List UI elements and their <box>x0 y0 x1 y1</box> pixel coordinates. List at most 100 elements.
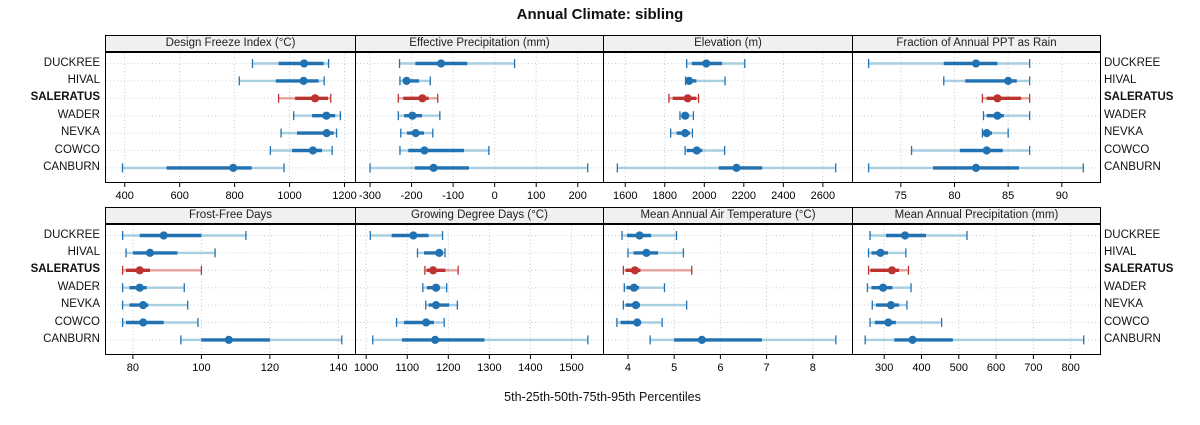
tick-label-fraction-of-annual-ppt-as-rain: 80 <box>948 190 960 202</box>
station-label-right-saleratus: SALERATUS <box>1104 263 1174 276</box>
series-wader-frost-free-days <box>121 283 185 293</box>
series-hival-design-freeze-index-c <box>238 76 325 86</box>
panel-header-elevation-m: Elevation (m) <box>603 35 853 52</box>
series-nevka-frost-free-days <box>121 300 189 310</box>
tick-label-frost-free-days: 120 <box>261 362 279 374</box>
series-nevka-design-freeze-index-c <box>280 128 338 138</box>
tick-label-fraction-of-annual-ppt-as-rain: 90 <box>1056 190 1068 202</box>
station-label-right-hival: HIVAL <box>1104 245 1137 258</box>
series-duckree-design-freeze-index-c <box>251 59 330 68</box>
series-hival-fraction-of-annual-ppt-as-rain <box>943 76 1031 86</box>
tick-label-growing-degree-days-c: 1400 <box>518 362 542 374</box>
series-wader-design-freeze-index-c <box>293 111 342 121</box>
panel-mean-annual-air-temperature-c: 4 5 6 7 8 <box>603 224 853 379</box>
series-duckree-mean-annual-air-temperature-c <box>621 231 678 240</box>
station-label-right-cowco: COWCO <box>1104 315 1150 328</box>
panel-header-fraction-of-annual-ppt-as-rain: Fraction of Annual PPT as Rain <box>852 35 1101 52</box>
series-wader-mean-annual-precipitation-mm <box>866 283 912 293</box>
series-cowco-effective-precipitation-mm <box>399 146 490 155</box>
station-label-right-hival: HIVAL <box>1104 73 1137 86</box>
series-canburn-mean-annual-precipitation-mm <box>864 335 1085 345</box>
tick-label-elevation-m: 2600 <box>811 190 835 202</box>
series-cowco-design-freeze-index-c <box>269 146 333 155</box>
panel-frost-free-days: 80 100 120 140 <box>105 224 356 379</box>
station-label-left-nevka: NEVKA <box>61 298 100 311</box>
tick-label-elevation-m: 1800 <box>653 190 677 202</box>
series-nevka-growing-degree-days-c <box>425 300 458 310</box>
series-nevka-effective-precipitation-mm <box>400 128 434 138</box>
tick-label-mean-annual-precipitation-mm: 500 <box>950 362 968 374</box>
tick-label-frost-free-days: 80 <box>127 362 139 374</box>
panel-growing-degree-days-c: 1000 1100 1200 1300 1400 1500 <box>354 224 604 379</box>
tick-label-effective-precipitation-mm: 0 <box>492 190 498 202</box>
station-label-right-duckree: DUCKREE <box>1104 56 1161 69</box>
station-label-right-nevka: NEVKA <box>1104 298 1143 311</box>
series-saleratus-mean-annual-air-temperature-c <box>622 265 693 275</box>
station-label-right-duckree: DUCKREE <box>1104 228 1161 241</box>
tick-label-elevation-m: 1600 <box>613 190 637 202</box>
station-label-right-canburn: CANBURN <box>1104 160 1161 173</box>
tick-label-frost-free-days: 100 <box>192 362 210 374</box>
series-canburn-growing-degree-days-c <box>372 335 589 345</box>
tick-label-mean-annual-precipitation-mm: 400 <box>912 362 930 374</box>
station-label-right-wader: WADER <box>1104 280 1147 293</box>
tick-label-effective-precipitation-mm: -200 <box>401 190 423 202</box>
series-hival-mean-annual-air-temperature-c <box>627 248 685 258</box>
series-hival-frost-free-days <box>125 248 216 258</box>
station-label-right-cowco: COWCO <box>1104 143 1150 156</box>
tick-label-elevation-m: 2200 <box>732 190 756 202</box>
panel-header-mean-annual-precipitation-mm: Mean Annual Precipitation (mm) <box>852 207 1101 224</box>
tick-label-elevation-m: 2000 <box>692 190 716 202</box>
series-saleratus-mean-annual-precipitation-mm <box>867 265 910 275</box>
tick-label-design-freeze-index-c: 1000 <box>277 190 301 202</box>
series-wader-effective-precipitation-mm <box>397 111 441 121</box>
panel-design-freeze-index-c: 400 600 800 1000 1200 <box>105 52 357 207</box>
series-canburn-elevation-m <box>616 163 837 173</box>
series-duckree-frost-free-days <box>121 231 247 240</box>
station-label-left-wader: WADER <box>57 280 100 293</box>
tick-label-growing-degree-days-c: 1100 <box>395 362 419 374</box>
series-wader-elevation-m <box>679 111 695 121</box>
station-label-left-hival: HIVAL <box>67 73 100 86</box>
tick-label-mean-annual-air-temperature-c: 5 <box>671 362 677 374</box>
series-wader-fraction-of-annual-ppt-as-rain <box>982 111 1031 121</box>
series-duckree-fraction-of-annual-ppt-as-rain <box>867 59 1031 68</box>
station-label-left-duckree: DUCKREE <box>43 228 100 241</box>
station-label-left-canburn: CANBURN <box>43 332 100 345</box>
tick-label-growing-degree-days-c: 1300 <box>477 362 501 374</box>
tick-label-effective-precipitation-mm: 200 <box>569 190 587 202</box>
station-label-left-saleratus: SALERATUS <box>30 263 100 276</box>
tick-label-fraction-of-annual-ppt-as-rain: 75 <box>895 190 907 202</box>
series-cowco-elevation-m <box>684 146 726 155</box>
tick-label-frost-free-days: 140 <box>329 362 347 374</box>
panel-header-effective-precipitation-mm: Effective Precipitation (mm) <box>355 35 604 52</box>
tick-label-mean-annual-precipitation-mm: 600 <box>987 362 1005 374</box>
series-cowco-mean-annual-precipitation-mm <box>869 318 943 327</box>
series-wader-growing-degree-days-c <box>422 283 448 293</box>
station-label-left-wader: WADER <box>57 108 100 121</box>
series-canburn-mean-annual-air-temperature-c <box>649 335 837 345</box>
series-canburn-design-freeze-index-c <box>121 163 285 173</box>
series-nevka-fraction-of-annual-ppt-as-rain <box>981 128 1009 138</box>
x-axis-label: 5th-25th-50th-75th-95th Percentiles <box>504 390 701 404</box>
tick-label-design-freeze-index-c: 400 <box>116 190 134 202</box>
tick-label-growing-degree-days-c: 1500 <box>559 362 583 374</box>
series-duckree-growing-degree-days-c <box>369 231 444 240</box>
station-label-right-saleratus: SALERATUS <box>1104 91 1174 104</box>
series-cowco-growing-degree-days-c <box>395 318 445 327</box>
tick-label-design-freeze-index-c: 1200 <box>332 190 356 202</box>
station-label-left-nevka: NEVKA <box>61 126 100 139</box>
station-label-right-nevka: NEVKA <box>1104 126 1143 139</box>
series-hival-effective-precipitation-mm <box>399 76 431 86</box>
panel-header-growing-degree-days-c: Growing Degree Days (°C) <box>355 207 604 224</box>
series-canburn-fraction-of-annual-ppt-as-rain <box>867 163 1084 173</box>
series-saleratus-growing-degree-days-c <box>424 265 459 275</box>
tick-label-growing-degree-days-c: 1200 <box>436 362 460 374</box>
tick-label-mean-annual-air-temperature-c: 4 <box>625 362 631 374</box>
panel-effective-precipitation-mm: -300 -200 -100 0 100 200 <box>355 52 604 207</box>
series-canburn-effective-precipitation-mm <box>369 163 589 173</box>
series-cowco-fraction-of-annual-ppt-as-rain <box>910 146 1031 155</box>
station-label-left-cowco: COWCO <box>54 143 100 156</box>
series-duckree-effective-precipitation-mm <box>398 59 516 68</box>
